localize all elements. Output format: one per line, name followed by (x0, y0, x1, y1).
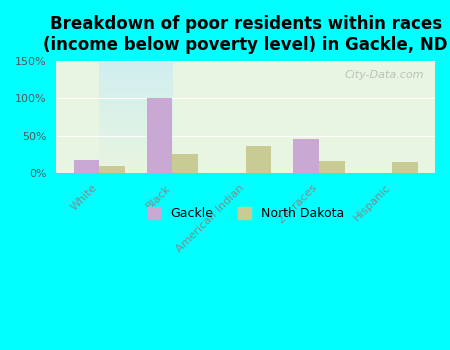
Bar (293, 139, 319, 173)
Bar (319, 161, 345, 173)
Legend: Gackle, North Dakota: Gackle, North Dakota (143, 202, 349, 225)
Bar (73, 160, 99, 173)
Text: City-Data.com: City-Data.com (344, 70, 423, 80)
Bar (147, 98, 172, 173)
Bar (99, 166, 125, 173)
Bar (392, 162, 418, 173)
Bar (172, 154, 198, 173)
Bar (246, 146, 271, 173)
Title: Breakdown of poor residents within races
(income below poverty level) in Gackle,: Breakdown of poor residents within races… (43, 15, 448, 54)
